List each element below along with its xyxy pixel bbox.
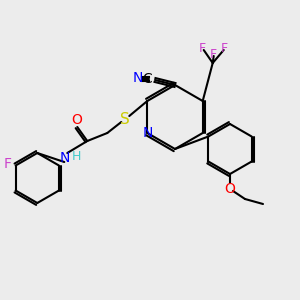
Text: N: N (133, 71, 143, 85)
Text: F: F (4, 157, 12, 170)
Text: F: F (210, 49, 217, 62)
Text: N: N (143, 126, 154, 140)
Text: C: C (142, 72, 152, 86)
Text: N: N (60, 151, 70, 165)
Text: S: S (120, 112, 130, 127)
Text: O: O (71, 113, 82, 127)
Text: F: F (199, 43, 206, 56)
Text: O: O (225, 182, 236, 196)
Text: F: F (221, 43, 228, 56)
Text: H: H (72, 149, 81, 163)
